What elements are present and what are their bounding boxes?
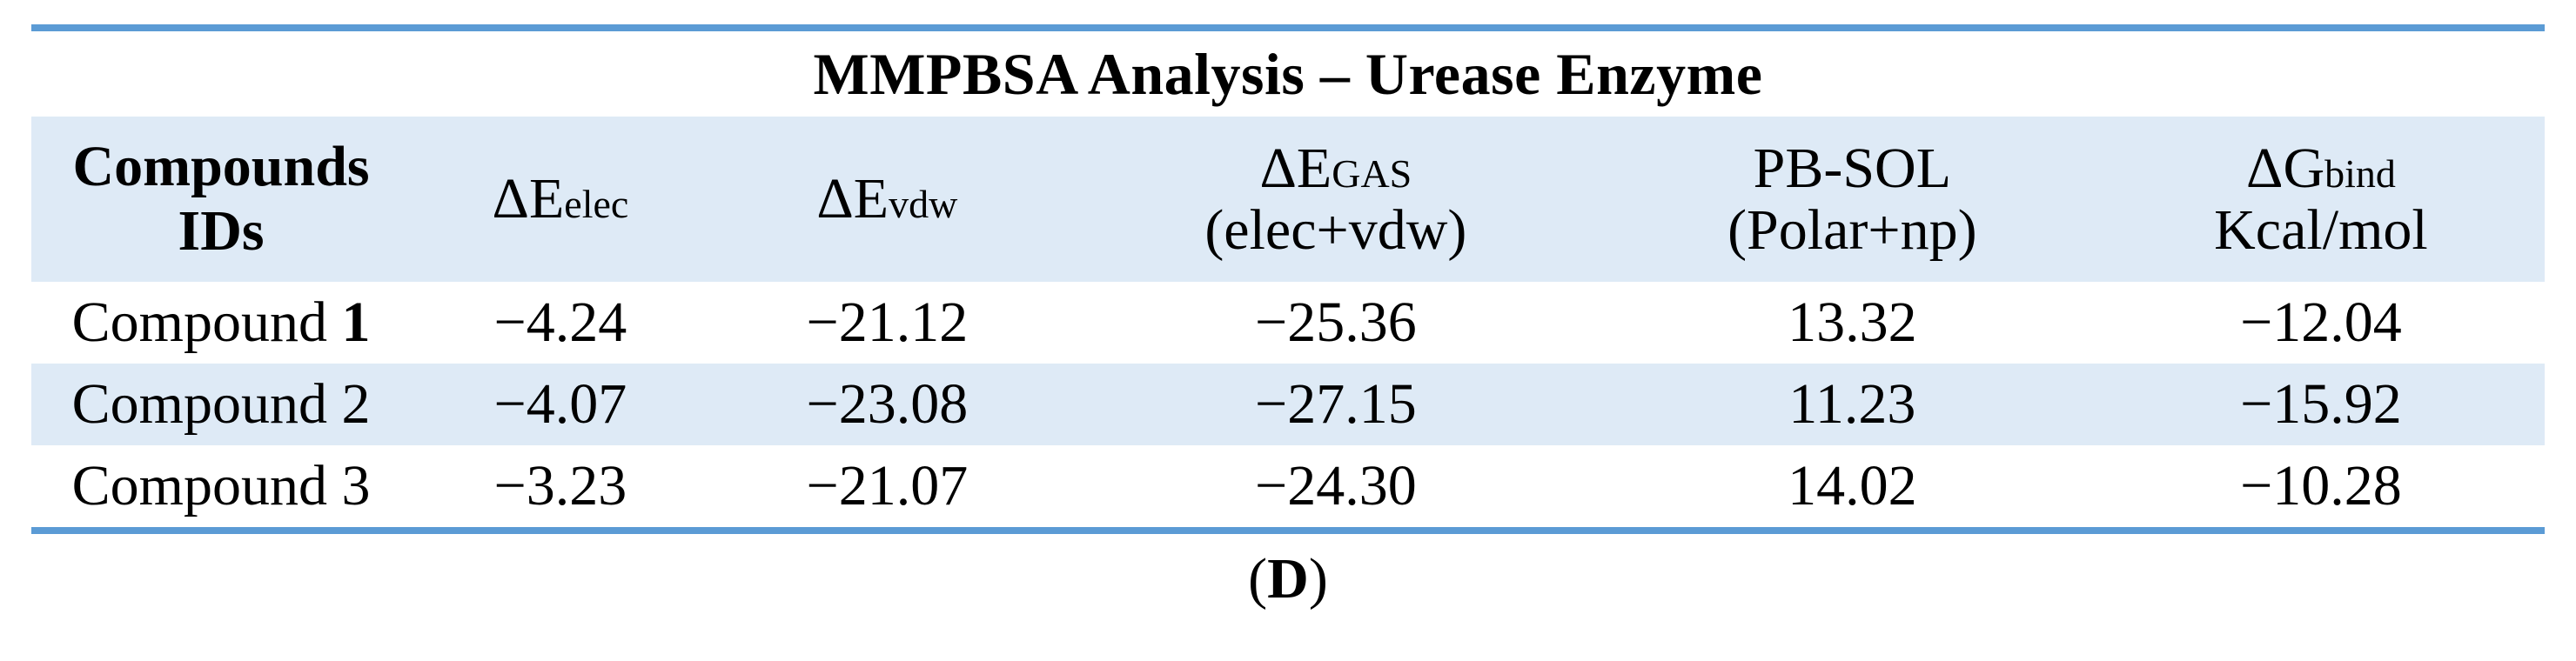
compound-number: 1	[341, 290, 371, 355]
header-pbsol-line2: (Polar+np)	[1727, 198, 1977, 262]
header-pb-sol: PB-SOL (Polar+np)	[1607, 117, 2097, 282]
compound-name-cell: Compound 1	[31, 282, 411, 364]
header-pbsol-line1: PB-SOL	[1753, 136, 1952, 200]
delta-e-gas-cell: −24.30	[1254, 454, 1417, 518]
header-compound-ids-line2: IDs	[178, 199, 265, 263]
header-gbind-line2: Kcal/mol	[2214, 198, 2428, 262]
table-row: Compound 3 −3.23 −21.07 −24.30 14.02 −10…	[31, 445, 2545, 527]
header-elec-subscript: elec	[564, 182, 629, 227]
mmpbsa-table-figure: MMPBSA Analysis – Urease Enzyme Compound…	[31, 24, 2545, 612]
table-row: Compound 2 −4.07 −23.08 −27.15 11.23 −15…	[31, 364, 2545, 445]
compound-number: 3	[341, 454, 371, 518]
caption-letter: D	[1267, 547, 1309, 611]
compound-name-cell: Compound 3	[31, 445, 411, 527]
bottom-rule	[31, 527, 2545, 534]
header-gas-subscript: GAS	[1332, 150, 1412, 196]
pb-sol-cell: 14.02	[1788, 454, 1917, 518]
header-gas-line2: (elec+vdw)	[1204, 198, 1467, 262]
delta-e-elec-cell: −3.23	[493, 454, 627, 518]
delta-e-vdw-cell: −23.08	[806, 372, 969, 437]
pb-sol-cell: 13.32	[1788, 290, 1917, 355]
compound-name-prefix: Compound	[71, 454, 342, 518]
delta-e-gas-cell: −27.15	[1254, 372, 1417, 437]
mmpbsa-table: Compounds IDs ΔEelec ΔEvdw ΔEGAS (elec+v…	[31, 117, 2545, 527]
header-elec-delta: ΔE	[492, 167, 565, 231]
pb-sol-cell: 11.23	[1788, 372, 1916, 437]
header-vdw-subscript: vdw	[889, 182, 958, 227]
table-title: MMPBSA Analysis – Urease Enzyme	[813, 40, 1763, 107]
header-compound-ids-line1: Compounds	[72, 135, 370, 199]
header-gbind-delta: ΔG	[2246, 136, 2325, 200]
header-compound-ids: Compounds IDs	[31, 117, 411, 282]
delta-e-elec-cell: −4.24	[493, 290, 627, 355]
caption-open-paren: (	[1248, 547, 1268, 611]
compound-name-prefix: Compound	[71, 290, 342, 355]
top-rule	[31, 24, 2545, 31]
header-gbind-subscript: bind	[2324, 150, 2396, 196]
delta-e-elec-cell: −4.07	[493, 372, 627, 437]
delta-e-gas-cell: −25.36	[1254, 290, 1417, 355]
delta-e-vdw-cell: −21.07	[806, 454, 969, 518]
header-delta-e-elec: ΔEelec	[411, 117, 710, 282]
compound-number: 2	[341, 372, 371, 437]
delta-g-bind-cell: −15.92	[2240, 372, 2402, 437]
panel-caption: (D)	[31, 546, 2545, 612]
header-vdw-delta: ΔE	[816, 167, 889, 231]
compound-name-cell: Compound 2	[31, 364, 411, 445]
header-delta-e-gas: ΔEGAS (elec+vdw)	[1064, 117, 1607, 282]
header-delta-g-bind: ΔGbind Kcal/mol	[2097, 117, 2545, 282]
header-delta-e-vdw: ΔEvdw	[710, 117, 1064, 282]
delta-g-bind-cell: −10.28	[2240, 454, 2402, 518]
table-row: Compound 1 −4.24 −21.12 −25.36 13.32 −12…	[31, 282, 2545, 364]
delta-e-vdw-cell: −21.12	[806, 290, 969, 355]
header-gas-delta: ΔE	[1259, 136, 1332, 200]
delta-g-bind-cell: −12.04	[2240, 290, 2402, 355]
caption-close-paren: )	[1308, 547, 1328, 611]
header-row: Compounds IDs ΔEelec ΔEvdw ΔEGAS (elec+v…	[31, 117, 2545, 282]
compound-name-prefix: Compound	[71, 372, 342, 437]
